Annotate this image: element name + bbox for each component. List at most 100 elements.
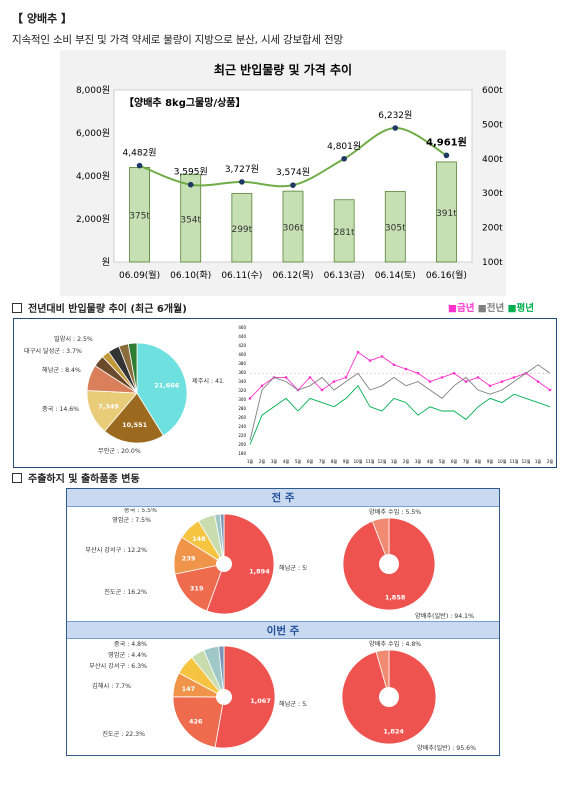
pie-slice bbox=[218, 645, 225, 698]
pie-slice bbox=[174, 563, 225, 612]
x-tick-label: 06.10(화) bbox=[170, 270, 211, 281]
series-point bbox=[464, 380, 468, 383]
pie-value-label: 7,349 bbox=[98, 402, 119, 410]
price-point bbox=[136, 162, 143, 169]
series-point bbox=[536, 380, 540, 383]
checkbox-icon bbox=[12, 473, 22, 483]
pie-label: 양배추(일반) : 94.1% bbox=[415, 612, 474, 620]
series-point bbox=[356, 350, 360, 354]
series-line-1 bbox=[249, 364, 551, 441]
line-y-tick: 460 bbox=[238, 325, 246, 330]
pie-label: 영암군 : 7.5% bbox=[112, 516, 151, 524]
x-tick-label: 06.13(금) bbox=[324, 270, 365, 281]
line-x-tick: 10월 bbox=[354, 458, 363, 464]
last-week-origin-pie: 1,894 319 239 148 해남군 : 55.6% 진도군 : 16.2% 부산시 … bbox=[85, 508, 307, 615]
y-right-tick: 300t bbox=[482, 189, 503, 199]
series-point bbox=[368, 359, 372, 362]
line-x-tick: 7월 bbox=[319, 458, 326, 464]
series-point bbox=[344, 376, 348, 379]
pie-value-label: 426 bbox=[189, 717, 203, 725]
x-tick-label: 06.12(목) bbox=[272, 270, 313, 281]
line-x-tick: 5월 bbox=[295, 458, 302, 464]
line-y-tick: 200 bbox=[238, 442, 246, 447]
pie-value-label: 147 bbox=[182, 685, 196, 693]
line-x-tick: 4월 bbox=[427, 458, 434, 464]
pie-value-label: 1,894 bbox=[249, 567, 270, 575]
shipping-frame: 전 주 1,894 319 239 148 해남군 : 55.6% 진도군 : 16.2%… bbox=[66, 488, 500, 756]
x-tick-label: 06.14(토) bbox=[375, 271, 416, 281]
pie-label: 중국 : 4.8% bbox=[114, 641, 147, 648]
line-x-tick: 12월 bbox=[522, 458, 531, 464]
pie-value-label: 1,824 bbox=[383, 728, 404, 736]
pie-slice bbox=[127, 342, 138, 394]
pie-slice bbox=[206, 513, 275, 615]
line-x-tick: 11월 bbox=[510, 458, 519, 464]
last-week-variety-pie: 1,858 양배추(일반) : 94.1% 양배추 수입 : 5.5% bbox=[342, 508, 474, 620]
price-point bbox=[187, 181, 194, 188]
pie-label: 제주시 : 41.2% bbox=[192, 377, 224, 385]
line-x-tick: 2월 bbox=[259, 458, 266, 464]
volume-label: 305t bbox=[385, 224, 406, 234]
volume-bar bbox=[384, 191, 406, 263]
pie-hole bbox=[216, 556, 232, 572]
pie-label: 김해시 : 7.7% bbox=[92, 682, 131, 690]
yearly-line-chart: 460 440 420 400 380 360 340 320 300 280 260 240 220 2… bbox=[238, 325, 553, 464]
line-y-tick: 420 bbox=[238, 343, 246, 348]
pie-slice bbox=[219, 513, 225, 565]
line-x-tick: 1월 bbox=[391, 458, 398, 464]
price-point bbox=[290, 182, 296, 188]
volume-label: 306t bbox=[283, 224, 304, 234]
legend-average: ■평년 bbox=[507, 303, 535, 314]
line-x-tick: 8월 bbox=[331, 458, 338, 464]
x-tick-label: 06.11(수) bbox=[221, 270, 262, 281]
main-chart-svg: 최근 반입물량 및 가격 추이 【양배추 8kg그물망/상품】 8,000원 6,00… bbox=[76, 62, 503, 281]
volume-label: 391t bbox=[436, 209, 457, 219]
pie-hole bbox=[216, 689, 232, 705]
volume-bar bbox=[282, 190, 304, 263]
pie-value-label: 10,551 bbox=[122, 421, 148, 429]
page-title: 【 양배추 】 bbox=[12, 12, 73, 25]
pie-value-label: 1,067 bbox=[250, 697, 271, 705]
section-title-3: 주출하지 및 출하품종 변동 bbox=[12, 470, 140, 485]
line-y-tick: 180 bbox=[238, 451, 246, 456]
this-week-variety-pie: 1,824 양배추(일반) : 95.6% 양배추 수입 : 4.8% bbox=[341, 640, 476, 752]
y-right-tick: 200t bbox=[482, 224, 503, 234]
series-point bbox=[512, 376, 516, 379]
line-y-tick: 360 bbox=[238, 370, 246, 375]
line-y-tick: 260 bbox=[238, 415, 246, 420]
line-y-tick: 280 bbox=[238, 406, 246, 411]
volume-label: 281t bbox=[334, 228, 355, 238]
y-right-tick: 400t bbox=[482, 155, 503, 165]
y-right-tick: 600t bbox=[482, 86, 503, 96]
price-label: 3,727원 bbox=[225, 164, 259, 175]
line-y-tick: 240 bbox=[238, 424, 246, 429]
y-right-tick: 500t bbox=[482, 120, 503, 130]
pie-label: 해남군 : 55.6% bbox=[279, 564, 307, 572]
line-x-tick: 1월 bbox=[247, 458, 254, 464]
comparison-frame: 21,666 10,551 7,349 제주시 : 41.2% 무안군 : 20.0% 중… bbox=[13, 318, 557, 468]
pie-value-label: 148 bbox=[192, 535, 206, 543]
line-x-tick: 6월 bbox=[451, 458, 458, 464]
pie-label: 무안군 : 20.0% bbox=[98, 447, 141, 455]
main-chart-panel: 최근 반입물량 및 가격 추이 【양배추 8kg그물망/상품】 8,000원 6,00… bbox=[60, 50, 506, 296]
line-y-tick: 400 bbox=[238, 352, 246, 357]
section-title-3-text: 주출하지 및 출하품종 변동 bbox=[28, 474, 140, 485]
y-left-tick: 4,000원 bbox=[76, 171, 110, 182]
pie-label: 진도군 : 22.3% bbox=[102, 730, 145, 738]
series-point bbox=[500, 380, 504, 383]
series-point bbox=[488, 384, 492, 388]
series-point bbox=[428, 380, 432, 383]
series-point bbox=[392, 363, 396, 367]
y-right-tick: 100t bbox=[482, 258, 503, 268]
line-x-tick: 2월 bbox=[403, 458, 410, 464]
pie-label: 진도군 : 16.2% bbox=[104, 588, 147, 596]
series-point bbox=[476, 376, 480, 379]
line-x-tick: 1월 bbox=[535, 458, 542, 464]
volume-bar bbox=[333, 199, 355, 263]
pie-slice bbox=[371, 517, 390, 565]
line-x-tick: 10월 bbox=[498, 458, 507, 464]
line-x-tick: 8월 bbox=[475, 458, 482, 464]
line-x-tick: 4월 bbox=[283, 458, 290, 464]
line-y-tick: 440 bbox=[238, 334, 246, 339]
y-left-tick: 6,000원 bbox=[76, 128, 110, 139]
